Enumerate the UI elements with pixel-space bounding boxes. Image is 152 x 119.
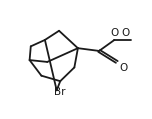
- Text: O: O: [121, 28, 130, 38]
- Text: Br: Br: [54, 87, 66, 97]
- Text: O: O: [119, 63, 127, 73]
- Text: O: O: [110, 28, 119, 38]
